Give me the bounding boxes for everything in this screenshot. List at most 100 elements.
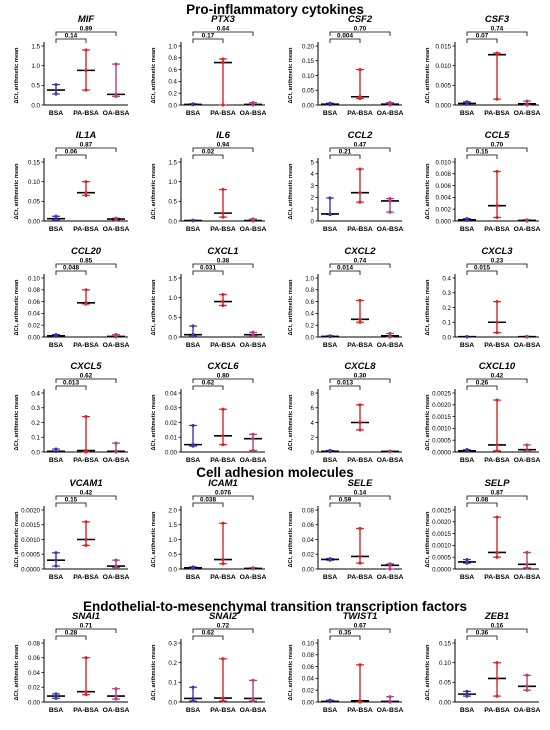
y-tick-label: 0 (311, 218, 315, 225)
x-tick-label: BSA (186, 226, 200, 233)
comparison-bracket (466, 495, 528, 500)
y-tick-label: 0.0 (168, 566, 177, 573)
p-value-label: 0.076 (215, 490, 231, 497)
comparison-bracket (192, 154, 224, 159)
data-point (114, 697, 118, 701)
panel-title: MIF (78, 14, 95, 25)
p-value-label: 0.38 (217, 258, 230, 265)
y-tick-label: 0.0015 (432, 414, 451, 421)
data-point (54, 447, 58, 451)
data-point (495, 694, 499, 698)
comparison-bracket (55, 154, 87, 159)
data-point (221, 57, 225, 61)
panel-title: SELP (485, 478, 510, 489)
data-point (358, 191, 362, 195)
comparison-bracket (466, 31, 528, 36)
data-point (358, 320, 362, 324)
panel-title: VCAM1 (69, 478, 102, 489)
data-point (191, 102, 195, 106)
x-tick-label: OA-BSA (514, 110, 541, 117)
section-title-emt: Endothelial-to-mesenchymal transition tr… (82, 599, 468, 614)
x-tick-label: OA-BSA (103, 574, 130, 581)
x-tick-label: PA-BSA (347, 342, 373, 349)
y-tick-label: 0.000 (436, 102, 452, 109)
y-tick-label: 0.2 (442, 305, 451, 312)
data-point (114, 333, 118, 337)
y-tick-label: 0.05 (302, 88, 315, 95)
x-tick-label: PA-BSA (73, 574, 99, 581)
data-point (495, 515, 499, 519)
data-point (358, 317, 362, 321)
data-point (84, 68, 88, 72)
panel-title: SNAI2 (209, 611, 238, 622)
data-point (495, 330, 499, 335)
panel-ccl20: CCL20 0.00 0.02 0.04 0.06 0.08 0.10 ΔCt, arithm… (14, 246, 129, 349)
y-tick-label: 0.6 (168, 67, 177, 74)
y-axis-label: ΔCt, arithmetic mean (151, 163, 157, 220)
x-tick-label: OA-BSA (514, 342, 541, 349)
x-tick-label: PA-BSA (210, 110, 236, 117)
y-tick-label: 0.4 (442, 275, 451, 282)
comparison-bracket (466, 378, 528, 383)
y-tick-label: 0.002 (436, 207, 452, 214)
p-value-label: 0.28 (65, 630, 78, 637)
data-point (328, 334, 332, 338)
data-point (191, 565, 195, 569)
data-point (84, 191, 88, 195)
x-tick-label: BSA (49, 707, 63, 714)
x-tick-label: BSA (186, 707, 200, 714)
y-tick-label: 4 (311, 171, 315, 178)
data-point (251, 217, 255, 221)
panel-snai2: SNAI2 0.0 0.1 0.2 0.3 ΔCt, arithmetic mean BSA… (151, 611, 266, 714)
x-tick-label: OA-BSA (103, 457, 130, 464)
panel-cxcl2: CXCL2 0.0 0.2 0.4 0.6 0.8 1.0 ΔCt, arithmetic m… (288, 246, 403, 349)
p-value-label: 0.013 (63, 380, 79, 387)
panel-title: CXCL6 (207, 361, 239, 372)
y-tick-label: 0.0 (168, 102, 177, 109)
x-tick-label: BSA (460, 342, 474, 349)
y-tick-label: 0.6 (305, 299, 314, 306)
y-tick-label: 0.10 (302, 73, 315, 80)
y-tick-label: 2.0 (168, 507, 177, 514)
comparison-bracket (466, 154, 498, 159)
p-value-label: 0.23 (491, 258, 504, 265)
data-point (465, 100, 469, 104)
p-value-label: 0.87 (80, 142, 93, 149)
comparison-bracket (466, 38, 498, 43)
y-tick-label: 0.15 (28, 159, 41, 166)
comparison-bracket (329, 502, 361, 507)
comparison-bracket (55, 270, 87, 275)
x-tick-label: PA-BSA (484, 707, 510, 714)
panel-title: ZEB1 (484, 611, 509, 622)
comparison-bracket (466, 502, 498, 507)
comparison-bracket (466, 635, 498, 640)
panel-zeb1: ZEB1 0.00 0.05 0.10 0.15 ΔCt, arithmetic mean… (425, 611, 540, 714)
x-tick-label: PA-BSA (347, 574, 373, 581)
comparison-bracket (329, 635, 361, 640)
y-tick-label: 0.8 (305, 287, 314, 294)
x-tick-label: BSA (323, 342, 337, 349)
panel-cxcl5: CXCL5 0.0 0.1 0.2 0.3 0.4 ΔCt, arithmetic mean… (14, 361, 129, 464)
x-tick-label: BSA (49, 226, 63, 233)
p-value-label: 0.17 (202, 33, 215, 40)
data-point (221, 657, 225, 661)
data-point (465, 334, 469, 339)
comparison-bracket (55, 502, 87, 507)
y-tick-label: 0.8 (168, 55, 177, 62)
y-tick-label: 0.15 (302, 58, 315, 65)
data-point (358, 68, 362, 72)
data-point (84, 448, 88, 453)
x-tick-label: PA-BSA (73, 110, 99, 117)
data-point (388, 699, 392, 704)
y-tick-label: 0.0010 (432, 426, 451, 433)
comparison-bracket (192, 38, 224, 43)
panel-il1a: IL1A 0.00 0.05 0.10 0.15 ΔCt, arithmetic mean… (14, 130, 129, 233)
y-tick-label: 0.08 (28, 640, 41, 647)
y-axis-label: ΔCt, arithmetic mean (288, 394, 294, 451)
panel-cxcl8: CXCL8 0 2 4 6 8 ΔCt, arithmetic mean BSA PA-BSA O… (288, 361, 403, 464)
data-point (221, 434, 225, 438)
data-point (525, 102, 529, 106)
data-point (54, 696, 58, 700)
y-tick-label: 0.0 (305, 334, 314, 341)
y-tick-label: 0.06 (302, 522, 315, 529)
